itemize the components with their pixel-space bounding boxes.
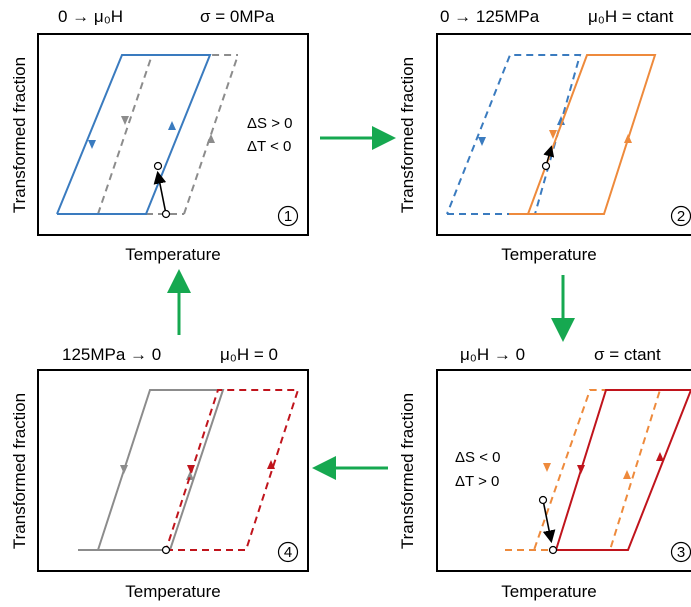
panel-1-gray-dashed-loop <box>97 54 239 215</box>
panel-3: μ₀H → 0 σ = ctant Transformed fraction T… <box>398 345 691 601</box>
panel-2-orange-arrow-up <box>624 134 632 143</box>
panel-4-gray-arrow-down <box>120 465 128 474</box>
panel-3-orange-arrow-up <box>623 470 631 479</box>
panel-1-blue-loop <box>56 54 212 215</box>
panel-2-ylabel: Transformed fraction <box>398 57 417 213</box>
panel-1-state-start <box>161 209 171 219</box>
panel-4-header-left: 125MPa → 0 <box>62 345 161 364</box>
panel-2-number: 2 <box>677 208 685 225</box>
panel-1-number-circle <box>277 205 299 227</box>
panel-3-red-arrow-down <box>577 465 585 474</box>
panel-1-state-end <box>153 161 163 171</box>
panel-2-orange-arrow-down <box>549 130 557 139</box>
panel-2-frame <box>436 33 691 236</box>
panel-3-ylabel: Transformed fraction <box>398 393 417 549</box>
panel-4-xlabel: Temperature <box>125 582 220 601</box>
panel-2-blue-arrow-up <box>557 116 565 125</box>
panel-3-xlabel: Temperature <box>501 582 596 601</box>
panel-2: 0 → 125MPa μ₀H = ctant Transformed fract… <box>398 7 691 264</box>
panel-4-red-dashed-loop <box>165 389 300 551</box>
panel-4-state-point <box>161 545 171 555</box>
panel-1-gray-arrow-down <box>121 116 129 125</box>
panel-4-gray-arrow-up <box>186 471 194 480</box>
panel-3-state-end <box>548 545 558 555</box>
panel-2-state-point <box>541 161 551 171</box>
panel-2-header-right: μ₀H = ctant <box>588 7 674 26</box>
panel-4-ylabel: Transformed fraction <box>10 393 29 549</box>
panel-2-blue-dashed-loop <box>446 54 582 215</box>
panel-1-blue-arrow-up <box>168 121 176 130</box>
panel-4-red-arrow-up <box>267 460 275 469</box>
panel-3-orange-dashed-loop <box>505 389 662 551</box>
panel-3-annotation-line-1: ΔS < 0 <box>455 449 500 466</box>
panel-2-header-left: 0 → 125MPa <box>440 7 540 26</box>
panel-1-frame <box>37 33 309 236</box>
panel-3-header-right: σ = ctant <box>594 345 661 364</box>
panel-4-number: 4 <box>284 544 292 561</box>
panel-1-header-right: σ = 0MPa <box>200 7 275 26</box>
panel-3-red-loop <box>555 389 691 551</box>
panel-2-orange-loop <box>509 54 657 215</box>
panel-1-xlabel: Temperature <box>125 245 220 264</box>
panel-4: 125MPa → 0 μ₀H = 0 Transformed fraction … <box>10 345 309 601</box>
panel-1-state-arrow <box>153 170 167 215</box>
panel-3-annotation-line-2: ΔT > 0 <box>455 473 499 490</box>
panel-3-header-left: μ₀H → 0 <box>460 345 525 364</box>
panel-1-header-left: 0 → μ₀H <box>58 7 123 26</box>
panel-3-number: 3 <box>677 544 685 561</box>
panel-4-number-circle <box>277 541 299 563</box>
panel-3-state-arrow <box>542 499 556 544</box>
panel-3-red-arrow-up <box>656 452 664 461</box>
panel-1-blue-arrow-down <box>88 140 96 149</box>
panel-3-state-start <box>538 495 548 505</box>
panel-2-blue-arrow-down <box>478 137 486 146</box>
panel-4-gray-loop <box>78 389 225 551</box>
panel-4-frame <box>37 369 309 572</box>
panel-1-gray-arrow-up <box>207 134 215 143</box>
panel-1-number: 1 <box>284 208 292 225</box>
panel-1: 0 → μ₀H σ = 0MPa Transformed fraction Te… <box>10 7 309 264</box>
panel-1-ylabel: Transformed fraction <box>10 57 29 213</box>
panel-3-orange-arrow-down <box>543 463 551 472</box>
panel-2-xlabel: Temperature <box>501 245 596 264</box>
panel-4-red-arrow-down <box>187 465 195 474</box>
panel-4-header-right: μ₀H = 0 <box>220 345 278 364</box>
panel-1-annotation-line-1: ΔS > 0 <box>247 115 292 132</box>
panel-1-annotation-line-2: ΔT < 0 <box>247 138 291 155</box>
panel-3-frame <box>436 369 691 572</box>
